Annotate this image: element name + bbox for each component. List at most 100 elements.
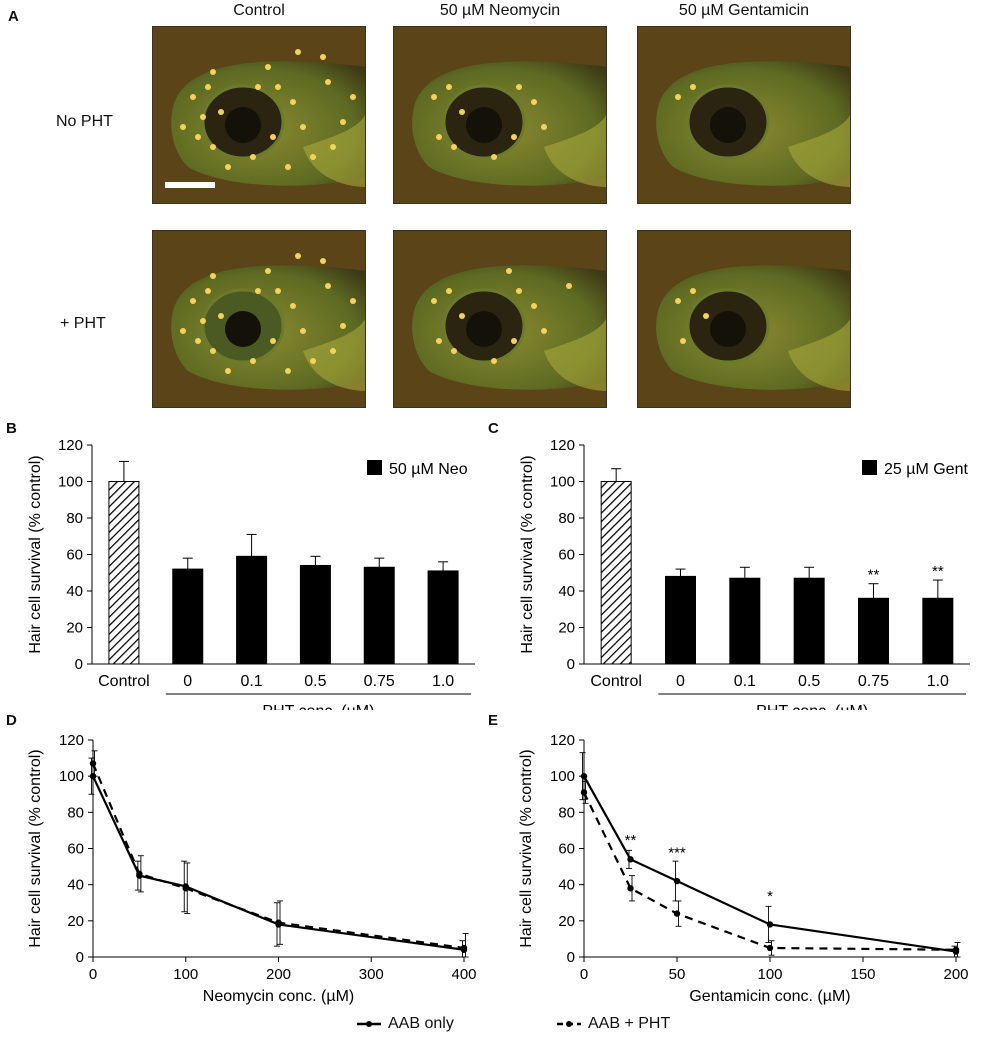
line-chart-d: Hair cell survival (% control) 0 20 40 60 80 1…: [27, 732, 477, 1005]
hair-cell-dot: [516, 84, 522, 90]
hair-cell-dot: [511, 338, 517, 344]
y-tick-label: 40: [558, 583, 575, 600]
y-tick-label: 60: [558, 547, 575, 564]
hair-cell-dot: [195, 134, 201, 140]
eye-pupil: [466, 107, 502, 143]
legend-swatch: [862, 460, 877, 475]
x-tick-label: 1.0: [432, 673, 454, 690]
column-title-control: Control: [233, 2, 285, 19]
fish-image-neomycin-no-pht: [393, 26, 607, 204]
legend-aab-only: AAB only: [356, 1014, 496, 1036]
data-point: [136, 870, 143, 878]
hair-cell-dot: [180, 124, 186, 130]
y-tick-label: 120: [59, 732, 84, 749]
hair-cell-dot: [200, 318, 206, 324]
legend-solid-line-icon: [357, 1021, 381, 1027]
column-title-neomycin: 50 µM Neomycin: [439, 2, 561, 19]
x-tick-label: 200: [266, 966, 291, 983]
bar: [427, 570, 459, 665]
hair-cell-dot: [491, 358, 497, 364]
hair-cell-dot: [255, 84, 261, 90]
y-axis-label: Hair cell survival (% control): [27, 749, 44, 947]
legend-aab-pht: AAB + PHT: [556, 1014, 706, 1036]
bar-chart-c: Hair cell survival (% control) 0 20 40 60 80 1…: [519, 437, 970, 710]
yolk-glow: [788, 318, 850, 391]
x-tick-label: 150: [850, 966, 875, 983]
data-point: [673, 910, 681, 917]
legend-swatch: [367, 460, 382, 475]
yolk-glow: [303, 318, 365, 391]
y-tick-label: 80: [67, 804, 84, 821]
row-label-plus-pht: + PHT: [60, 315, 106, 332]
eye-pupil: [710, 311, 746, 347]
hair-cell-dot: [690, 288, 696, 294]
hair-cell-dot: [531, 99, 537, 105]
x-tick-label: 0: [89, 966, 97, 983]
bar: [665, 575, 696, 665]
y-tick-label: 60: [67, 841, 84, 858]
y-tick-label: 0: [75, 656, 83, 673]
hair-cell-dot: [270, 338, 276, 344]
y-tick-label: 100: [58, 474, 83, 491]
hair-cell-dot: [300, 124, 306, 130]
hair-cell-dot: [680, 338, 686, 344]
hair-cell-dot: [446, 84, 452, 90]
hair-cell-dot: [675, 298, 681, 304]
y-tick-label: 20: [558, 913, 575, 930]
hair-cell-dot: [295, 253, 301, 259]
panel-label-a: A: [8, 8, 19, 25]
legend-label: 25 µM Gent: [884, 461, 968, 478]
y-tick-label: 80: [558, 510, 575, 527]
hair-cell-dot: [210, 69, 216, 75]
hair-cell-dot: [225, 164, 231, 170]
data-point: [673, 877, 681, 885]
hair-cell-dot: [531, 303, 537, 309]
hair-cell-dot: [325, 283, 331, 289]
hair-cell-dot: [511, 134, 517, 140]
hair-cell-dot: [516, 288, 522, 294]
legend-label-aab-pht: AAB + PHT: [588, 1015, 671, 1032]
eye-pupil: [225, 311, 261, 347]
legend-label: 50 µM Neo: [389, 461, 468, 478]
hair-cell-dot: [675, 94, 681, 100]
x-tick-label: 0.5: [304, 673, 326, 690]
x-tick-label: 0: [183, 673, 192, 690]
y-tick-label: 20: [558, 620, 575, 637]
x-tick-label: 0.1: [240, 673, 262, 690]
y-tick-label: 20: [67, 913, 84, 930]
y-tick-label: 120: [550, 732, 575, 749]
hair-cell-dot: [325, 79, 331, 85]
hair-cell-dot: [431, 94, 437, 100]
bar: [729, 577, 761, 665]
row-label-no-pht: No PHT: [56, 113, 113, 130]
x-group-label: PHT conc. (µM): [756, 703, 868, 710]
data-point: [766, 921, 774, 928]
bar-chart-b: Hair cell survival (% control) 0 20 40 60 80 1…: [27, 437, 475, 710]
eye-pupil: [710, 107, 746, 143]
hair-cell-dot: [218, 313, 224, 319]
hair-cell-dot: [506, 268, 512, 274]
y-tick-label: 120: [58, 437, 83, 454]
hair-cell-dot: [285, 164, 291, 170]
hair-cell-dot: [200, 114, 206, 120]
hair-cell-dot: [690, 84, 696, 90]
x-tick-label: Control: [98, 673, 150, 690]
fish-image-gentamicin-no-pht: [637, 26, 851, 204]
y-axis-label: Hair cell survival (% control): [518, 749, 535, 947]
hair-cell-dot: [195, 338, 201, 344]
x-group-label: PHT conc. (µM): [262, 703, 374, 710]
x-tick-label: 50: [669, 966, 686, 983]
hair-cell-dot: [436, 134, 442, 140]
y-tick-label: 0: [76, 949, 84, 966]
hair-cell-dot: [566, 283, 572, 289]
panel-label-b: B: [6, 420, 17, 437]
data-point: [580, 772, 588, 780]
hair-cell-dot: [190, 298, 196, 304]
yolk-glow: [544, 114, 606, 187]
x-tick-label: 0: [676, 673, 685, 690]
x-axis-label: Gentamicin conc. (µM): [689, 988, 850, 1005]
hair-cell-dot: [310, 358, 316, 364]
hair-cell-dot: [210, 144, 216, 150]
y-axis-label: Hair cell survival (% control): [519, 455, 536, 653]
bar: [922, 597, 954, 665]
